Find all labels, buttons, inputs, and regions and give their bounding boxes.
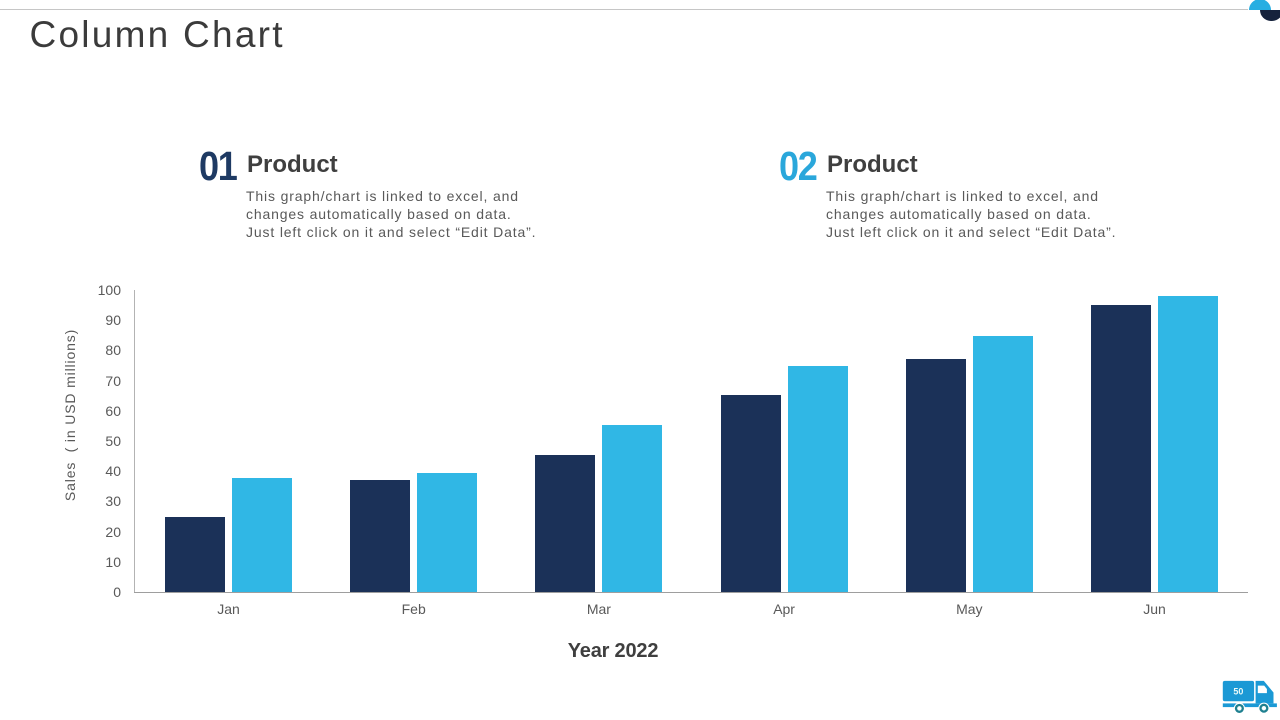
svg-text:50: 50 [1233, 687, 1243, 697]
